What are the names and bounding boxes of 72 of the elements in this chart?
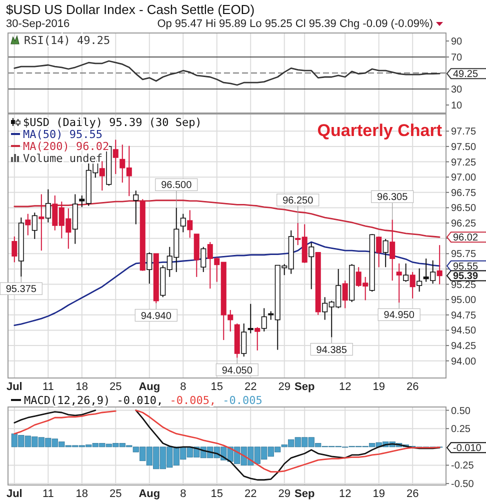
x-tick-label: 18 bbox=[76, 488, 88, 500]
x-tick-label: Sep bbox=[294, 381, 315, 393]
y-tick-label: 90 bbox=[451, 36, 463, 48]
y-tick-label: 96.50 bbox=[451, 203, 476, 214]
chart-subtitle: 30-Sep-2016 bbox=[6, 18, 70, 30]
x-tick-label: 22 bbox=[244, 488, 257, 500]
x-tick-label: Jul bbox=[6, 488, 22, 500]
y-tick-label: 0.50 bbox=[451, 406, 471, 417]
y-tick-label: -0.25 bbox=[451, 460, 474, 472]
x-tick-label: 15 bbox=[210, 488, 223, 500]
annotation: 94.940 bbox=[140, 310, 172, 322]
y-tick-label: 95.25 bbox=[451, 280, 476, 291]
annotation: 96.250 bbox=[282, 196, 314, 207]
text: 49.25 bbox=[453, 69, 478, 80]
y-tick-label: 97.50 bbox=[451, 142, 476, 153]
y-tick-label: 96.25 bbox=[451, 218, 476, 230]
y-tick-label: 94.25 bbox=[451, 341, 476, 352]
x-tick-label: 26 bbox=[406, 381, 419, 393]
x-tick-label: 25 bbox=[110, 488, 122, 500]
legend-label: MA(50) 95.55 bbox=[23, 128, 102, 141]
x-tick-label: 11 bbox=[42, 488, 54, 500]
x-tick-label: Jul bbox=[6, 381, 22, 393]
x-tick-label: 8 bbox=[180, 381, 186, 393]
y-tick-label: 94.75 bbox=[451, 310, 476, 322]
x-tick-label: 11 bbox=[42, 381, 54, 393]
y-tick-label: 94.50 bbox=[451, 326, 476, 337]
x-tick-label: 29 bbox=[278, 381, 290, 393]
x-tick-label: 26 bbox=[406, 488, 419, 500]
text: -0.005 bbox=[216, 394, 262, 407]
y-tick-label: 97.75 bbox=[451, 126, 476, 138]
annotation: 94.050 bbox=[222, 365, 253, 376]
y-tick-label: 95.75 bbox=[451, 249, 476, 260]
y-tick-label: 96.75 bbox=[451, 188, 476, 199]
x-tick-label: 15 bbox=[210, 381, 223, 393]
x-tick-label: Aug bbox=[138, 488, 160, 500]
series-label: -0.005, bbox=[163, 394, 216, 407]
legend-label: MACD(12,26,9) -0.010, bbox=[24, 394, 164, 407]
y-tick-label: 70 bbox=[451, 52, 463, 64]
annotation: 94.950 bbox=[384, 310, 415, 322]
text: 96.02 bbox=[453, 232, 478, 244]
x-tick-label: 8 bbox=[180, 488, 186, 500]
legend-label: $USD (Daily) 95.39 (30 Sep) bbox=[23, 116, 202, 129]
y-tick-label: 97.25 bbox=[451, 157, 476, 168]
x-tick-label: 12 bbox=[338, 488, 352, 500]
y-tick-label: 10 bbox=[451, 100, 463, 112]
x-tick-label: 12 bbox=[338, 381, 352, 393]
x-tick-label: 25 bbox=[110, 381, 122, 393]
x-tick-label: Aug bbox=[138, 381, 160, 393]
y-tick-label: 30 bbox=[451, 84, 463, 96]
chart-title: $USD US Dollar Index - Cash Settle (EOD) bbox=[6, 2, 255, 17]
annotation: 95.375 bbox=[6, 284, 37, 296]
annotation: 96.500 bbox=[161, 180, 192, 192]
y-tick-label: 0.25 bbox=[451, 424, 471, 436]
annotation: 94.385 bbox=[316, 344, 348, 356]
annotation: Quarterly Chart bbox=[317, 121, 442, 140]
text: 95.55 bbox=[453, 261, 478, 272]
y-tick-label: 94.00 bbox=[451, 356, 476, 368]
text: -0.010 bbox=[453, 443, 482, 454]
x-tick-label: 29 bbox=[278, 488, 290, 500]
x-tick-label: 18 bbox=[76, 381, 88, 393]
text: Op 95.47 Hi 95.89 Lo 95.25 Cl 95.39 Chg -0.09 (-0.09%) bbox=[157, 18, 433, 30]
y-tick-label: 97.00 bbox=[451, 172, 476, 184]
series-label: RSI(14) 49.25 bbox=[24, 34, 110, 47]
y-tick-label: 95.00 bbox=[451, 295, 476, 306]
x-tick-label: 19 bbox=[372, 488, 385, 500]
x-tick-label: 22 bbox=[244, 381, 257, 393]
text: 95.39 bbox=[453, 271, 478, 282]
y-tick-label: -0.50 bbox=[451, 479, 474, 490]
x-tick-label: 19 bbox=[372, 381, 385, 393]
annotation: 96.305 bbox=[377, 192, 408, 204]
x-tick-label: Sep bbox=[294, 488, 315, 500]
legend-label: MA(200) 96.02 bbox=[23, 140, 110, 153]
